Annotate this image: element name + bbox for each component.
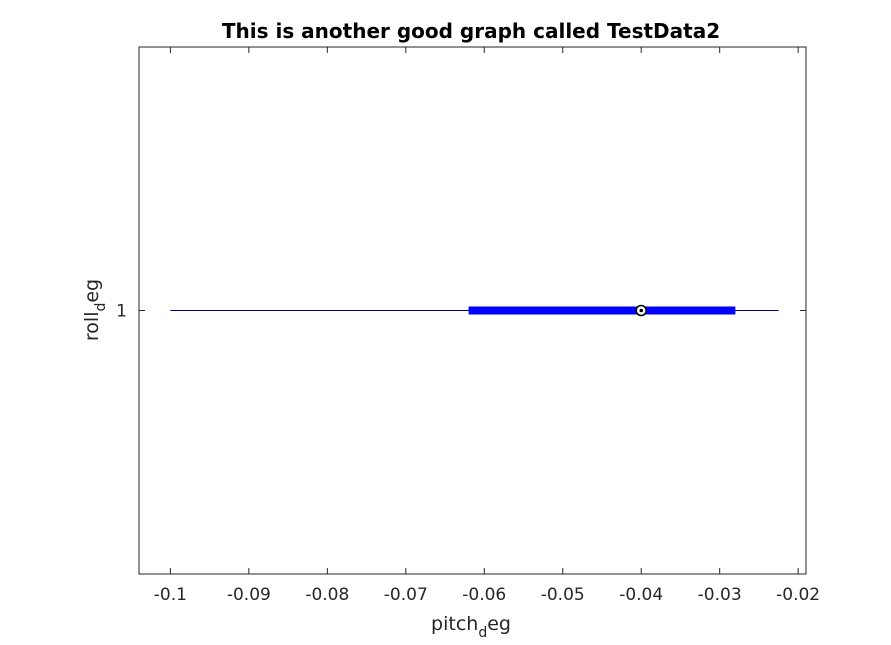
x-tick-label: -0.09	[227, 585, 271, 605]
x-axis-label-main: pitch	[431, 613, 478, 635]
x-tick-label: -0.04	[619, 585, 663, 605]
y-axis-label-sub: d	[93, 303, 109, 312]
box-iqr	[468, 306, 736, 315]
box-median-dot	[639, 308, 644, 313]
x-axis-label-sub: d	[478, 625, 487, 641]
x-tick-label: -0.06	[462, 585, 506, 605]
chart-title: This is another good graph called TestDa…	[222, 19, 720, 43]
x-tick-label: -0.07	[384, 585, 428, 605]
x-tick-label: -0.03	[698, 585, 742, 605]
y-axis-label-main: roll	[81, 312, 103, 342]
y-tick-label: 1	[116, 302, 127, 322]
x-tick-label: -0.08	[305, 585, 349, 605]
x-tick-label: -0.1	[154, 585, 187, 605]
x-axis-ticks: -0.1 -0.09 -0.08 -0.07 -0.06 -0.05 -0.04 -0.03 -…	[154, 47, 820, 605]
y-axis-ticks: 1	[116, 302, 806, 322]
x-axis-label: pitchdeg	[431, 613, 511, 641]
x-tick-label: -0.02	[776, 585, 820, 605]
x-axis-label-tail: eg	[487, 613, 511, 635]
y-axis-label: rolldeg	[81, 279, 109, 341]
y-axis-label-tail: eg	[81, 279, 103, 303]
box-series	[170, 304, 779, 317]
x-tick-label: -0.05	[541, 585, 585, 605]
